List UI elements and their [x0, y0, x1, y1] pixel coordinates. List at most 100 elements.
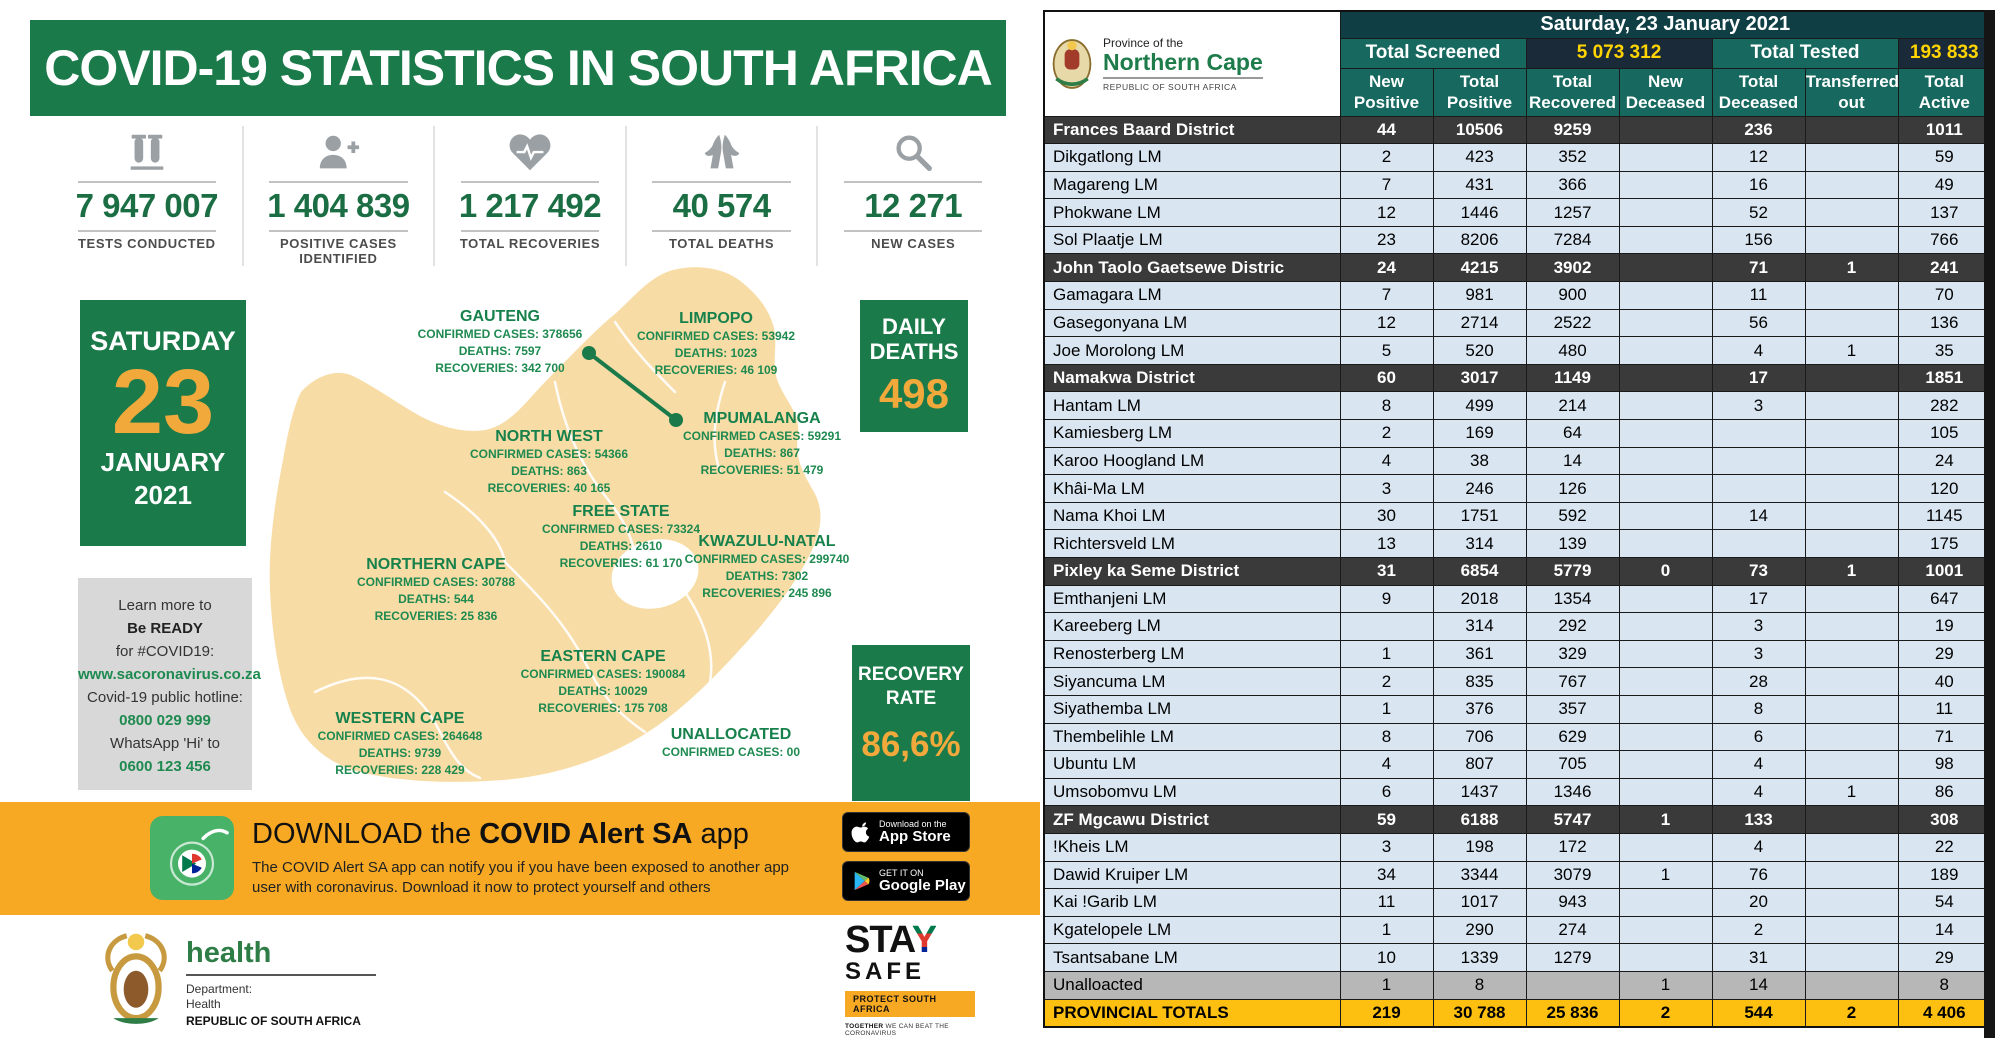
- table-row: John Taolo Gaetsewe Distric 24 4215 3902 71 1…: [1043, 253, 1992, 283]
- row-value: 49: [1897, 170, 1992, 200]
- row-value: 17: [1711, 363, 1806, 393]
- row-value: 1354: [1525, 584, 1620, 614]
- table-row: Richtersveld LM 13 314 139 175: [1043, 529, 1992, 558]
- stat-value: 1 404 839: [267, 187, 410, 224]
- row-value: 13: [1339, 529, 1434, 558]
- province-label-mpumalanga: MPUMALANGA CONFIRMED CASES: 59291 DEATHS: …: [683, 410, 841, 479]
- row-value: 86: [1897, 777, 1992, 807]
- row-name: Gamagara LM: [1043, 281, 1341, 310]
- row-value: [1804, 970, 1899, 1000]
- province-stat-line: RECOVERIES: 40 165: [487, 481, 611, 495]
- stat-card: 7 947 007 TESTS CONDUCTED: [52, 126, 244, 266]
- table-row: Joe Morolong LM 5 520 480 4 1 35: [1043, 336, 1992, 365]
- row-name: Hantam LM: [1043, 391, 1341, 421]
- row-value: 14: [1525, 446, 1620, 476]
- row-value: 59: [1339, 805, 1434, 834]
- row-value: 1279: [1525, 943, 1620, 972]
- row-value: 835: [1432, 667, 1527, 696]
- row-value: 292: [1525, 612, 1620, 641]
- table-row: Kareeberg LM 314 292 3 19: [1043, 612, 1992, 641]
- row-name: Khâi-Ma LM: [1043, 474, 1341, 503]
- row-name: Dikgatlong LM: [1043, 143, 1341, 172]
- row-value: 8: [1711, 694, 1806, 724]
- row-value: 17: [1711, 584, 1806, 614]
- row-value: 1: [1339, 639, 1434, 669]
- province-stat-line: DEATHS: 544: [398, 592, 474, 606]
- row-value: 3017: [1432, 363, 1527, 393]
- row-value: 19: [1897, 612, 1992, 641]
- province-name: NORTHERN CAPE: [366, 556, 506, 573]
- stat-value: 1 217 492: [458, 187, 602, 224]
- table-row: Phokwane LM 12 1446 1257 52 137: [1043, 198, 1992, 227]
- row-value: [1339, 612, 1434, 641]
- row-name: Ubuntu LM: [1043, 750, 1341, 779]
- stat-label: NEW CASES: [871, 236, 956, 251]
- row-value: 4215: [1432, 253, 1527, 283]
- national-stats-panel: COVID-19 STATISTICS IN SOUTH AFRICA 7 94…: [0, 20, 1040, 1037]
- row-value: [1804, 529, 1899, 558]
- row-value: [1804, 667, 1899, 696]
- row-value: 1346: [1525, 777, 1620, 807]
- row-value: 44: [1339, 115, 1434, 145]
- row-name: Kamiesberg LM: [1043, 419, 1341, 448]
- row-value: 105: [1897, 419, 1992, 448]
- row-value: 766: [1897, 225, 1992, 255]
- stat-value: 7 947 007: [75, 187, 219, 224]
- google-play-badge[interactable]: GET IT ON Google Play: [842, 861, 970, 901]
- row-value: 11: [1897, 694, 1992, 724]
- row-value: 56: [1711, 308, 1806, 338]
- row-value: 1017: [1432, 888, 1527, 917]
- row-name: Tsantsabane LM: [1043, 943, 1341, 972]
- row-value: 7284: [1525, 225, 1620, 255]
- stat-card: 1 404 839 POSITIVE CASES IDENTIFIED: [244, 126, 436, 266]
- row-name: PROVINCIAL TOTALS: [1043, 998, 1341, 1028]
- row-value: 133: [1711, 805, 1806, 834]
- row-value: 172: [1525, 832, 1620, 862]
- row-value: 2018: [1432, 584, 1527, 614]
- row-value: 30 788: [1432, 998, 1527, 1028]
- info-line: Covid-19 public hotline:: [87, 689, 243, 706]
- row-value: 2: [1339, 143, 1434, 172]
- row-value: 592: [1525, 501, 1620, 531]
- row-value: 175: [1897, 529, 1992, 558]
- row-value: [1618, 446, 1713, 476]
- row-value: [1804, 694, 1899, 724]
- row-value: 4: [1711, 777, 1806, 807]
- row-value: [1618, 529, 1713, 558]
- row-value: 1339: [1432, 943, 1527, 972]
- row-name: Renosterberg LM: [1043, 639, 1341, 669]
- row-value: 282: [1897, 391, 1992, 421]
- daily-deaths-value: 498: [878, 370, 950, 417]
- province-stat-line: CONFIRMED CASES: 54366: [469, 447, 629, 461]
- row-value: 6: [1339, 777, 1434, 807]
- stay-safe-logo: STAY SAFE PROTECT SOUTH AFRICA TOGETHER …: [845, 921, 975, 1037]
- province-label-northern-cape: NORTHERN CAPE CONFIRMED CASES: 30788 DEATH…: [357, 556, 515, 625]
- row-value: [1525, 970, 1620, 1000]
- row-value: 361: [1432, 639, 1527, 669]
- row-value: 11: [1339, 888, 1434, 917]
- row-value: [1804, 474, 1899, 503]
- download-description: The COVID Alert SA app can notify you if…: [252, 859, 790, 896]
- table-row: Dikgatlong LM 2 423 352 12 59: [1043, 143, 1992, 172]
- row-name: Karoo Hoogland LM: [1043, 446, 1341, 476]
- row-value: [1804, 446, 1899, 476]
- total-tested-value: 193 833: [1897, 37, 1992, 69]
- row-value: 4: [1339, 446, 1434, 476]
- row-value: 2: [1804, 998, 1899, 1028]
- row-value: 1: [1618, 970, 1713, 1000]
- table-row: Sol Plaatje LM 23 8206 7284 156 766: [1043, 225, 1992, 255]
- row-value: 64: [1525, 419, 1620, 448]
- info-line: 0600 123 456: [119, 758, 211, 775]
- app-store-badge[interactable]: Download on the App Store: [842, 812, 970, 852]
- province-stat-line: CONFIRMED CASES: 53942: [636, 329, 796, 343]
- row-value: [1804, 115, 1899, 145]
- row-value: 3: [1711, 391, 1806, 421]
- row-name: Thembelihle LM: [1043, 722, 1341, 752]
- row-value: [1804, 143, 1899, 172]
- info-line: Learn more to: [118, 597, 212, 614]
- sacoronavirus-link[interactable]: www.sacoronavirus.co.za: [78, 666, 261, 683]
- province-stat-line: DEATHS: 7597: [458, 344, 542, 358]
- province-name: EASTERN CAPE: [540, 648, 666, 665]
- row-name: ZF Mgcawu District: [1043, 805, 1341, 834]
- row-value: 329: [1525, 639, 1620, 669]
